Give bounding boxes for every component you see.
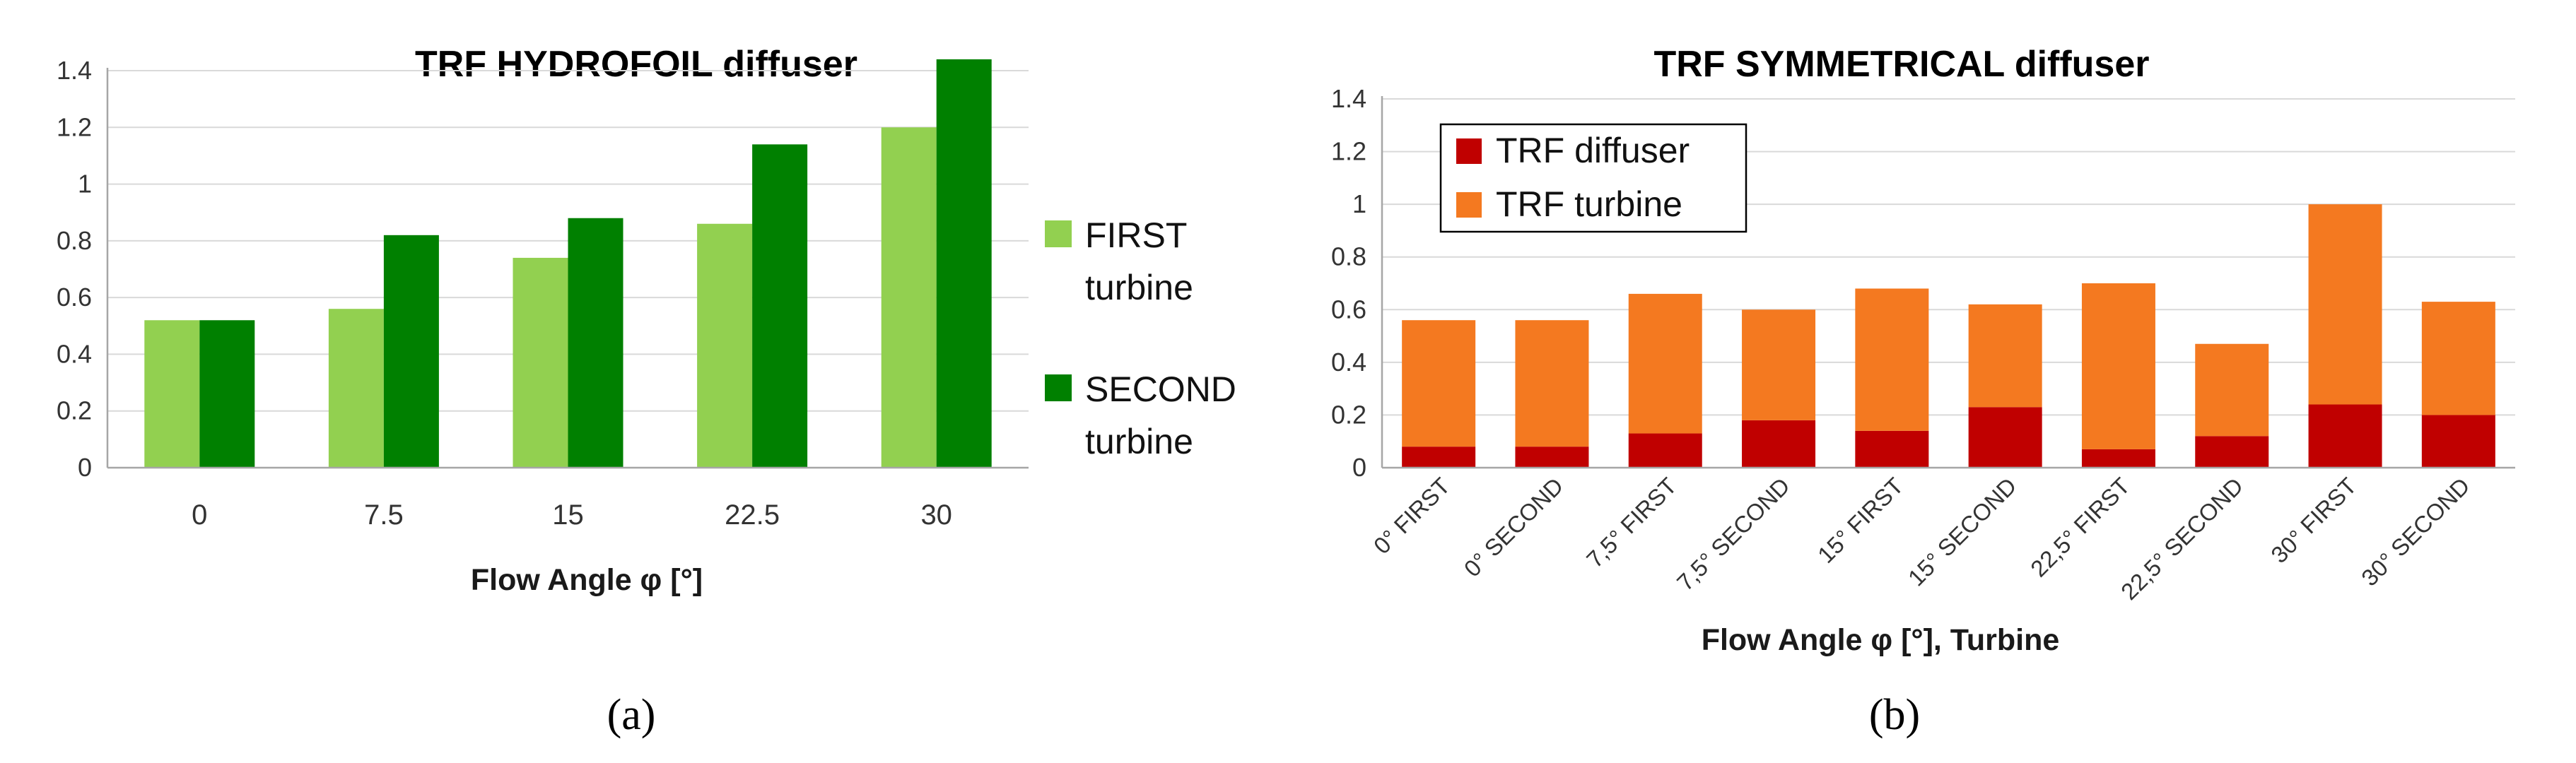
bar-second-2 <box>568 218 623 468</box>
bar-turbine-3 <box>1742 309 1816 420</box>
x-tick-label: 15° SECOND <box>1903 473 2022 591</box>
chart-b-xlabel: Flow Angle φ [°], Turbine <box>1702 623 2060 657</box>
y-tick-label: 0.4 <box>1331 348 1366 377</box>
y-tick-label: 1 <box>1352 189 1366 218</box>
bar-first-2 <box>513 257 568 468</box>
chart-a-xlabel: Flow Angle φ [°] <box>471 563 703 597</box>
chart-a-x-ticks: 0 7.5 15 22.5 30 <box>192 499 952 531</box>
y-tick-label: 0.6 <box>57 283 92 312</box>
chart-b-legend: TRF diffuser TRF turbine <box>1439 123 1747 233</box>
x-tick-label: 15° FIRST <box>1813 473 1908 568</box>
y-tick-label: 0 <box>1352 453 1366 482</box>
x-tick-label: 22.5 <box>725 499 780 531</box>
bar-diffuser-8 <box>2308 404 2382 468</box>
y-tick-label: 0.6 <box>1331 295 1366 324</box>
legend-box <box>1439 123 1747 233</box>
bar-second-0 <box>199 320 255 468</box>
legend-swatch-second <box>1045 374 1072 401</box>
chart-b-bars <box>1402 204 2495 468</box>
bar-diffuser-3 <box>1742 420 1816 468</box>
y-tick-label: 1.4 <box>57 56 92 85</box>
legend-label-second-line2: turbine <box>1085 422 1193 461</box>
chart-hydrofoil: TRF HYDROFOIL diffuser 0 0.2 0.4 0.6 0.8 1 1.2… <box>57 44 1236 739</box>
bar-turbine-6 <box>2081 283 2155 449</box>
bar-diffuser-7 <box>2195 436 2269 468</box>
bar-turbine-8 <box>2308 204 2382 405</box>
y-tick-label: 0.2 <box>57 396 92 425</box>
x-tick-label: 30 <box>920 499 952 531</box>
legend-label-diffuser: TRF diffuser <box>1496 131 1690 170</box>
y-tick-label: 0.8 <box>57 226 92 255</box>
y-tick-label: 0 <box>78 453 92 482</box>
y-tick-label: 1.4 <box>1331 84 1366 113</box>
chart-b-y-ticks: 0 0.2 0.4 0.6 0.8 1 1.2 1.4 <box>1331 84 1366 482</box>
bar-first-3 <box>697 223 753 468</box>
chart-b-title: TRF SYMMETRICAL diffuser <box>1653 44 2149 85</box>
legend-label-first-line1: FIRST <box>1085 215 1187 255</box>
chart-symmetrical: TRF SYMMETRICAL diffuser 0 0.2 0.4 0.6 0.8 1 1… <box>1331 44 2515 739</box>
chart-a-legend: FIRST turbine SECOND turbine <box>1045 215 1236 461</box>
y-tick-label: 0.2 <box>1331 400 1366 429</box>
bar-diffuser-5 <box>1968 407 2042 468</box>
bar-turbine-7 <box>2195 343 2269 437</box>
bar-diffuser-6 <box>2081 449 2155 468</box>
x-tick-label: 0 <box>192 499 207 531</box>
bar-second-4 <box>936 59 992 468</box>
bar-diffuser-2 <box>1628 433 1702 468</box>
bar-first-0 <box>144 320 200 468</box>
x-tick-label: 7,5° SECOND <box>1672 473 1795 596</box>
x-tick-label: 30° FIRST <box>2266 473 2361 568</box>
x-tick-label: 30° SECOND <box>2356 473 2475 591</box>
bar-turbine-1 <box>1515 320 1589 447</box>
panel-label-a: (a) <box>607 691 656 739</box>
x-tick-label: 7,5° FIRST <box>1581 473 1682 573</box>
x-tick-label: 0° SECOND <box>1459 473 1569 582</box>
x-tick-label: 22,5° FIRST <box>2025 473 2135 582</box>
bar-turbine-5 <box>1968 304 2042 408</box>
bar-turbine-4 <box>1855 288 1929 431</box>
bar-diffuser-4 <box>1855 430 1929 468</box>
x-tick-label: 15 <box>552 499 584 531</box>
bar-second-1 <box>383 235 439 468</box>
y-tick-label: 0.8 <box>1331 242 1366 271</box>
y-tick-label: 1 <box>78 170 92 199</box>
y-tick-label: 0.4 <box>57 339 92 368</box>
legend-label-first-line2: turbine <box>1085 268 1193 307</box>
x-tick-label: 0° FIRST <box>1369 473 1455 559</box>
y-tick-label: 1.2 <box>1331 137 1366 166</box>
legend-swatch-first <box>1045 220 1072 247</box>
bar-turbine-0 <box>1402 320 1476 447</box>
bar-diffuser-0 <box>1402 446 1476 468</box>
y-tick-label: 1.2 <box>57 112 92 141</box>
bar-second-3 <box>752 144 808 468</box>
legend-swatch-diffuser <box>1456 138 1482 164</box>
legend-swatch-turbine <box>1456 192 1482 218</box>
bar-first-4 <box>881 127 937 468</box>
bar-turbine-2 <box>1628 293 1702 434</box>
x-tick-label: 22,5° SECOND <box>2116 473 2248 605</box>
legend-label-turbine: TRF turbine <box>1496 184 1682 224</box>
chart-a-bars <box>144 59 992 468</box>
bar-turbine-9 <box>2421 302 2495 415</box>
chart-a-y-ticks: 0 0.2 0.4 0.6 0.8 1 1.2 1.4 <box>57 56 92 482</box>
bar-diffuser-1 <box>1515 446 1589 468</box>
chart-a-title: TRF HYDROFOIL diffuser <box>415 44 857 85</box>
panel-label-b: (b) <box>1869 691 1920 739</box>
bar-diffuser-9 <box>2421 415 2495 468</box>
x-tick-label: 7.5 <box>364 499 404 531</box>
bar-first-1 <box>328 309 384 468</box>
legend-label-second-line1: SECOND <box>1085 369 1236 409</box>
